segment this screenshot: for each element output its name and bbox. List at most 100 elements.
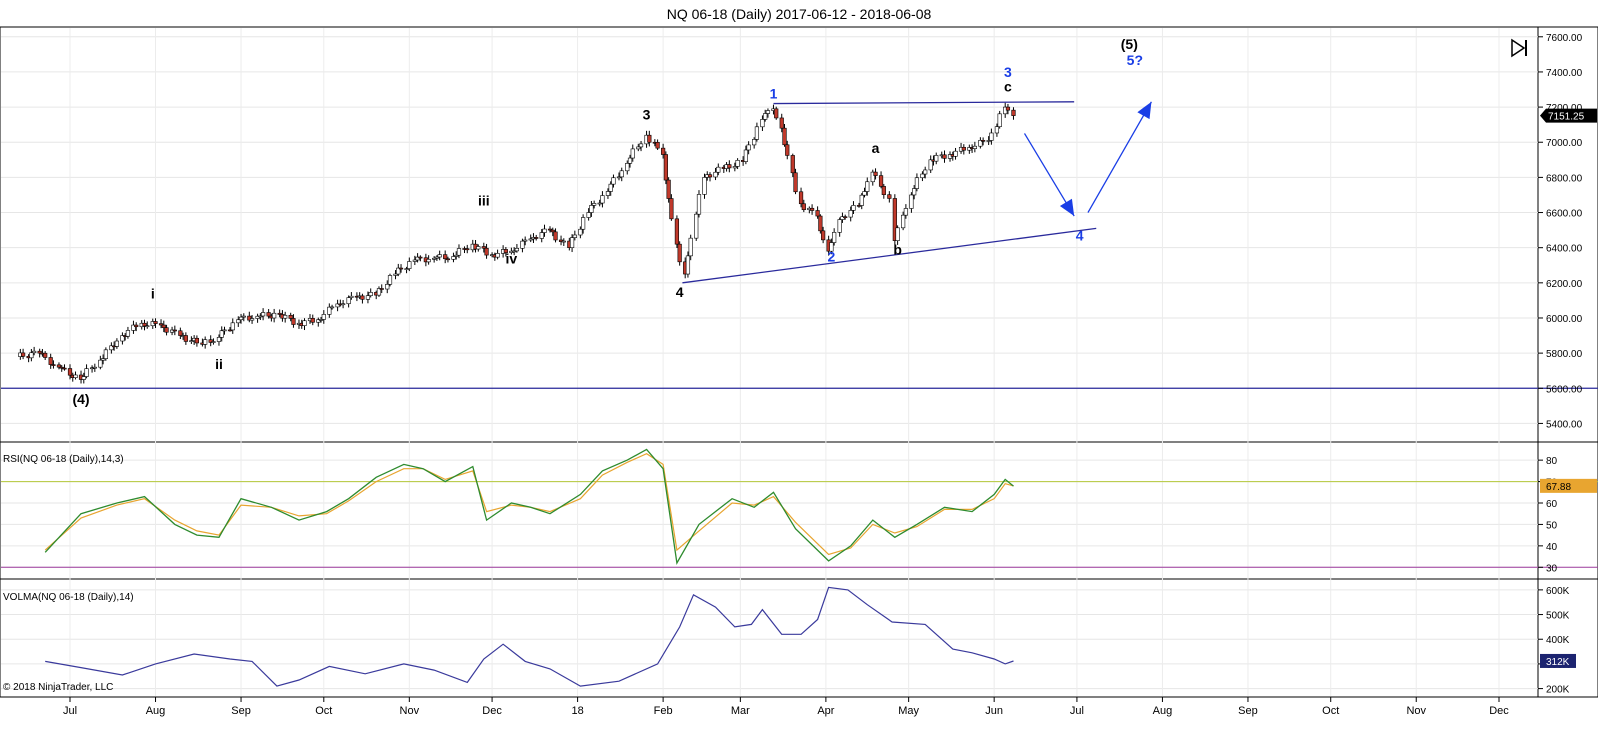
- wave-label: a: [872, 140, 880, 156]
- candle-body: [495, 253, 500, 258]
- price-candle: [997, 110, 1002, 129]
- price-candle: [208, 335, 213, 347]
- price-candle: [84, 364, 89, 379]
- price-candle: [189, 336, 194, 344]
- price-candle: [774, 106, 779, 120]
- last-price-label: 7151.25: [1548, 112, 1585, 123]
- candle-body: [32, 350, 37, 354]
- price-candle: [219, 326, 224, 342]
- price-candle: [881, 183, 886, 199]
- price-candle: [310, 314, 315, 326]
- price-candle: [288, 312, 293, 322]
- candle-body: [172, 329, 177, 332]
- candle-body: [589, 205, 594, 213]
- candle-body: [818, 215, 823, 232]
- candle-body: [335, 303, 340, 308]
- wave-label: (4): [72, 391, 89, 407]
- candle-body: [663, 154, 668, 181]
- candle-body: [934, 155, 939, 162]
- price-candle: [164, 324, 169, 336]
- price-candle: [790, 153, 795, 178]
- price-candle: [327, 303, 332, 318]
- candle-body: [873, 171, 878, 176]
- price-candle: [418, 255, 423, 262]
- price-candle: [967, 144, 972, 154]
- price-candle: [994, 123, 1000, 137]
- wave-label: ii: [215, 356, 223, 372]
- price-candle: [145, 321, 150, 329]
- price-candle: [870, 169, 875, 186]
- price-candle: [236, 316, 241, 327]
- price-candle: [779, 113, 784, 133]
- y-tick-label: 40: [1546, 542, 1558, 553]
- candle-body: [164, 327, 169, 333]
- price-candle: [476, 244, 481, 252]
- price-candle: [608, 181, 613, 196]
- price-candle: [523, 236, 528, 246]
- price-candle: [247, 311, 252, 323]
- candle-body: [553, 231, 558, 241]
- candle-body: [484, 247, 489, 256]
- skip-end-icon[interactable]: [1508, 38, 1530, 58]
- candle-body: [843, 216, 848, 219]
- price-candle: [862, 187, 867, 198]
- candle-body: [62, 367, 67, 370]
- candle-body: [856, 205, 862, 207]
- price-candle: [735, 158, 740, 170]
- y-tick-label: 30: [1546, 563, 1558, 574]
- wave-label: 4: [1076, 228, 1084, 244]
- price-panel: [0, 26, 1598, 443]
- price-candle: [547, 226, 553, 233]
- volma-panel: [0, 578, 1598, 698]
- price-candle: [32, 346, 37, 356]
- price-candle: [114, 338, 119, 349]
- y-tick-label: 500K: [1546, 611, 1570, 622]
- candle-body: [349, 295, 354, 298]
- candle-body: [581, 217, 586, 230]
- candle-body: [114, 340, 119, 347]
- x-tick-label: Sep: [1238, 705, 1258, 717]
- candle-body: [901, 214, 906, 229]
- x-tick-label: Jul: [63, 705, 77, 717]
- price-candle: [630, 144, 635, 162]
- price-candle: [277, 309, 282, 318]
- candle-body: [216, 337, 222, 342]
- candle-body: [774, 108, 779, 119]
- price-candle: [821, 226, 826, 244]
- price-candle: [785, 140, 790, 160]
- price-candle: [550, 227, 555, 237]
- candle-body: [997, 113, 1002, 127]
- candle-body: [732, 166, 737, 169]
- price-candle: [901, 211, 906, 231]
- price-candle: [581, 214, 586, 234]
- chart-title: NQ 06-18 (Daily) 2017-06-12 - 2018-06-08: [667, 6, 932, 22]
- candle-body: [815, 210, 820, 217]
- candle-body: [125, 330, 131, 337]
- price-candle: [445, 256, 451, 263]
- x-tick-label: Jul: [1070, 705, 1084, 717]
- candle-body: [1005, 106, 1011, 111]
- price-candle: [746, 141, 751, 155]
- candle-body: [56, 364, 62, 368]
- price-candle: [713, 167, 718, 181]
- price-candle: [597, 199, 602, 207]
- candle-body: [161, 324, 166, 328]
- candle-body: [346, 297, 351, 305]
- candle-body: [669, 198, 674, 220]
- price-candle: [92, 363, 97, 372]
- candle-body: [597, 202, 602, 205]
- candle-body: [903, 208, 908, 216]
- x-tick-label: Nov: [1406, 705, 1426, 717]
- price-candle: [793, 168, 798, 195]
- volma-title: VOLMA(NQ 06-18 (Daily),14): [3, 592, 134, 603]
- price-candle: [321, 310, 326, 324]
- price-candle: [989, 128, 994, 145]
- price-candle: [283, 311, 288, 323]
- candle-body: [109, 345, 114, 351]
- price-candle: [619, 167, 624, 182]
- x-tick-label: Nov: [400, 705, 420, 717]
- price-candle: [666, 177, 671, 203]
- candle-body: [407, 261, 412, 269]
- price-candle: [56, 362, 62, 370]
- candle-body: [398, 267, 404, 270]
